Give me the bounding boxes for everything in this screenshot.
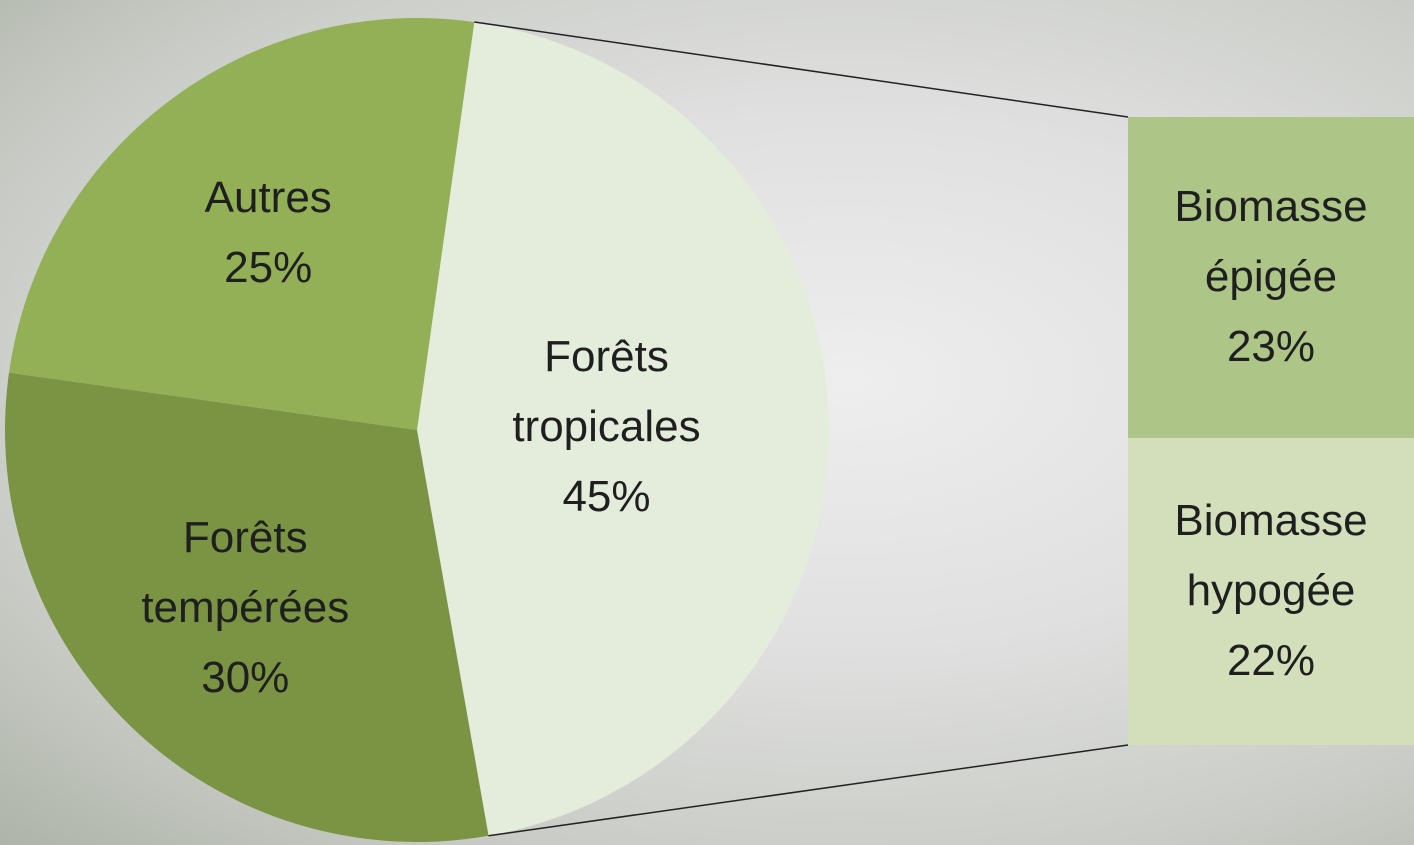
- data-label: Biomasse épigée 23%: [1146, 172, 1396, 382]
- connector-line: [488, 744, 1129, 837]
- value-label: 22%: [1226, 636, 1316, 686]
- data-label: Autres 25%: [143, 163, 393, 303]
- value-label: 23%: [1226, 322, 1316, 372]
- data-label: Forêts tropicales 45%: [481, 322, 731, 532]
- connector-line: [474, 21, 1129, 118]
- category-label: Biomasse épigée: [1174, 182, 1368, 302]
- value-label: 30%: [201, 652, 290, 702]
- value-label: 25%: [224, 242, 313, 292]
- category-label: Autres: [204, 172, 332, 222]
- category-label: Forêts tempérées: [141, 512, 350, 632]
- value-label: 45%: [562, 471, 651, 521]
- bar-segment: [1128, 117, 1414, 438]
- data-label: Biomasse hypogée 22%: [1146, 486, 1396, 696]
- category-label: Biomasse hypogée: [1174, 496, 1368, 616]
- pie-slice: [417, 22, 829, 836]
- category-label: Forêts tropicales: [512, 331, 701, 451]
- pie-slice: [4, 372, 489, 842]
- bar-segment: [1128, 437, 1414, 745]
- pie-slice: [9, 18, 475, 430]
- data-label: Forêts tempérées 30%: [120, 503, 370, 713]
